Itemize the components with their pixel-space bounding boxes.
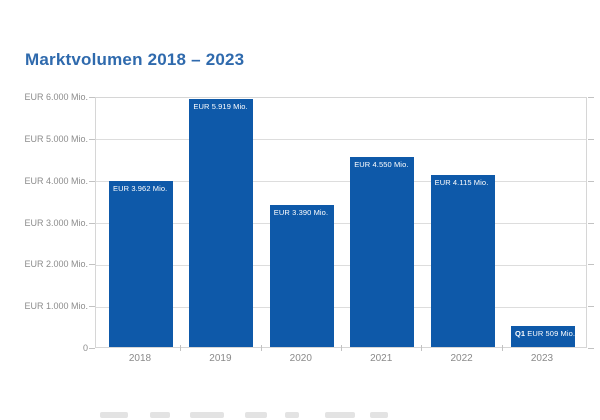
y-tick-right [588, 348, 594, 349]
y-tick-right [588, 306, 594, 308]
y-tick-right [588, 222, 594, 224]
x-tick-label-2019: 2019 [209, 353, 232, 364]
x-tick-label-2022: 2022 [450, 353, 473, 364]
x-axis-labels: 2018 2019 2020 2021 2022 2023 [0, 353, 600, 369]
bar-2020: EUR 3.390 Mio. [269, 205, 334, 347]
bar-2018: EUR 3.962 Mio. [109, 181, 173, 347]
cutoff-text-fragment [100, 412, 128, 418]
plot-area: EUR 3.962 Mio. EUR 5.919 Mio. EUR 3.390 Mi… [95, 97, 587, 348]
y-tick-right [588, 138, 594, 140]
gridline-5000 [96, 139, 586, 141]
y-tick-label: EUR 3.000 Mio. [24, 217, 88, 228]
x-tick-label-2021: 2021 [370, 353, 393, 364]
y-axis-labels: EUR 6.000 Mio. EUR 5.000 Mio. EUR 4.000 Mi… [0, 0, 88, 420]
x-tick-label-2023: 2023 [530, 353, 554, 364]
cutoff-text-fragment [285, 412, 299, 418]
x-tick-label-2018: 2018 [128, 353, 152, 364]
y-tick-right [588, 264, 594, 266]
bar-value-label-2019: EUR 5.919 Mio. [193, 102, 248, 112]
cutoff-text-fragment [190, 412, 224, 418]
bar-2023: Q1 EUR 509 Mio. [511, 325, 576, 347]
y-tick-right [588, 180, 594, 182]
cutoff-text-fragment [325, 412, 355, 418]
x-tick-label-2020: 2020 [289, 353, 312, 364]
y-tick-label: 0 [82, 343, 88, 353]
gridline-4000 [96, 181, 586, 183]
bar-2019: EUR 5.919 Mio. [189, 99, 254, 347]
bar-value-label-2023: Q1 EUR 509 Mio. [515, 328, 576, 338]
cutoff-text-fragments [95, 412, 395, 420]
bar-value-label-2021: EUR 4.550 Mio. [354, 159, 409, 169]
cutoff-text-fragment [150, 412, 170, 418]
bar-value-label-2022: EUR 4.115 Mio. [434, 177, 489, 187]
y-tick-label: EUR 6.000 Mio. [24, 92, 88, 102]
y-tick-right [588, 97, 594, 98]
gridline-1000 [96, 306, 586, 308]
cutoff-text-fragment [245, 412, 267, 418]
chart-title: Marktvolumen 2018 – 2023 [25, 50, 245, 69]
bar-value-label-2020: EUR 3.390 Mio. [273, 208, 329, 218]
y-tick-left [89, 348, 95, 349]
gridline-3000 [96, 223, 586, 224]
y-tick-label: EUR 5.000 Mio. [24, 133, 88, 144]
cutoff-text-fragment [370, 412, 388, 418]
bar-2022: EUR 4.115 Mio. [430, 174, 495, 347]
bar-2021: EUR 4.550 Mio. [350, 156, 415, 347]
y-tick-label: EUR 1.000 Mio. [24, 301, 88, 312]
y-tick-label: EUR 2.000 Mio. [24, 259, 88, 270]
bar-value-label-2018: EUR 3.962 Mio. [113, 184, 168, 194]
gridline-2000 [96, 264, 586, 266]
y-tick-label: EUR 4.000 Mio. [24, 175, 88, 186]
